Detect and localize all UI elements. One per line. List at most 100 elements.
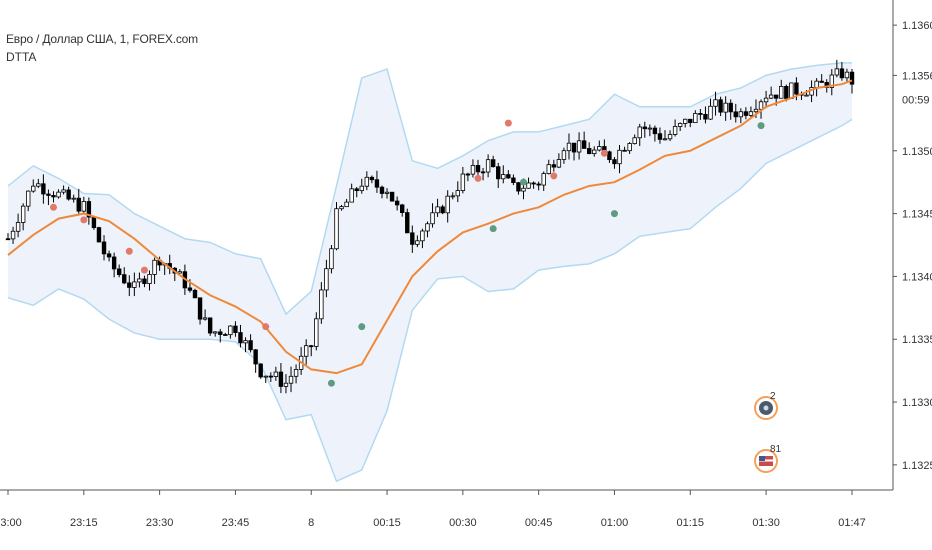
candle-body[interactable] <box>819 80 824 83</box>
candle-body[interactable] <box>15 222 21 232</box>
candle-body[interactable] <box>258 363 263 378</box>
candle-body[interactable] <box>268 375 274 378</box>
candle-body[interactable] <box>698 113 703 115</box>
candle-body[interactable] <box>794 82 799 95</box>
candle-body[interactable] <box>748 111 754 116</box>
candle-body[interactable] <box>784 86 789 99</box>
candle-body[interactable] <box>723 102 728 113</box>
candle-body[interactable] <box>652 127 658 135</box>
candle-body[interactable] <box>779 86 784 99</box>
ma-line[interactable] <box>7 79 853 375</box>
candle-body[interactable] <box>410 232 415 245</box>
candle-body[interactable] <box>81 201 87 212</box>
candle-body[interactable] <box>71 197 76 200</box>
candle-body[interactable] <box>662 138 668 141</box>
candle-body[interactable] <box>137 278 142 283</box>
candle-body[interactable] <box>309 345 314 348</box>
candle-body[interactable] <box>677 123 683 127</box>
candle-body[interactable] <box>314 318 319 347</box>
candle-body[interactable] <box>51 195 56 198</box>
candle-body[interactable] <box>374 179 380 188</box>
candle-body[interactable] <box>324 268 329 291</box>
candle-body[interactable] <box>213 331 218 334</box>
candle-body[interactable] <box>86 201 92 218</box>
candle-body[interactable] <box>824 82 829 88</box>
candle-body[interactable] <box>607 151 612 161</box>
candle-body[interactable] <box>303 345 309 357</box>
candle-body[interactable] <box>20 205 26 223</box>
candle-body[interactable] <box>718 99 723 113</box>
candle-body[interactable] <box>238 332 243 344</box>
candle-body[interactable] <box>354 188 359 192</box>
candle-body[interactable] <box>218 331 223 335</box>
candle-body[interactable] <box>36 183 41 187</box>
candle-body[interactable] <box>592 149 597 155</box>
candle-body[interactable] <box>728 102 733 113</box>
candle-body[interactable] <box>657 133 663 140</box>
candle-body[interactable] <box>187 287 193 291</box>
candle-body[interactable] <box>223 334 228 336</box>
candle-body[interactable] <box>364 176 370 187</box>
candle-body[interactable] <box>278 371 284 387</box>
candle-body[interactable] <box>627 143 632 152</box>
candle-body[interactable] <box>480 171 486 174</box>
candle-body[interactable] <box>753 108 759 113</box>
candle-body[interactable] <box>703 113 708 120</box>
candle-body[interactable] <box>622 149 627 152</box>
candle-body[interactable] <box>683 118 688 124</box>
candle-body[interactable] <box>617 149 622 165</box>
candle-body[interactable] <box>496 166 501 180</box>
candle-body[interactable] <box>440 206 445 214</box>
candle-body[interactable] <box>485 159 491 173</box>
candle-body[interactable] <box>556 159 562 168</box>
candle-body[interactable] <box>91 216 97 229</box>
candle-body[interactable] <box>273 371 279 377</box>
candle-body[interactable] <box>693 113 698 124</box>
candle-body[interactable] <box>804 94 809 97</box>
candle-body[interactable] <box>566 142 572 152</box>
candle-body[interactable] <box>228 325 233 336</box>
candle-body[interactable] <box>758 101 764 110</box>
candle-body[interactable] <box>834 68 840 76</box>
candle-body[interactable] <box>111 256 117 270</box>
candle-body[interactable] <box>632 137 637 144</box>
candle-body[interactable] <box>425 223 430 232</box>
candle-body[interactable] <box>672 126 678 135</box>
candle-body[interactable] <box>127 282 132 288</box>
candle-body[interactable] <box>708 105 713 120</box>
candle-body[interactable] <box>430 212 435 225</box>
candle-body[interactable] <box>511 177 516 184</box>
candle-body[interactable] <box>253 349 258 365</box>
candle-body[interactable] <box>248 340 253 351</box>
candle-body[interactable] <box>56 191 61 198</box>
candle-body[interactable] <box>420 230 425 242</box>
candle-body[interactable] <box>541 173 546 186</box>
candle-body[interactable] <box>101 241 107 255</box>
candle-body[interactable] <box>31 185 36 192</box>
candle-body[interactable] <box>76 197 81 212</box>
candle-body[interactable] <box>688 118 693 124</box>
candle-body[interactable] <box>738 111 744 118</box>
candle-body[interactable] <box>490 159 496 168</box>
candle-body[interactable] <box>526 182 531 189</box>
candle-body[interactable] <box>667 134 673 140</box>
candle-body[interactable] <box>389 191 395 202</box>
candle-body[interactable] <box>713 99 718 107</box>
candle-body[interactable] <box>329 248 334 270</box>
candle-body[interactable] <box>349 188 354 203</box>
candle-body[interactable] <box>106 253 112 258</box>
candle-body[interactable] <box>41 183 46 195</box>
candle-body[interactable] <box>177 271 183 274</box>
candle-body[interactable] <box>597 146 602 151</box>
candle-body[interactable] <box>46 193 51 196</box>
candle-body[interactable] <box>283 382 289 387</box>
candle-body[interactable] <box>5 238 11 241</box>
candle-body[interactable] <box>814 80 819 88</box>
candle-body[interactable] <box>561 150 567 160</box>
candle-body[interactable] <box>384 191 390 194</box>
candle-body[interactable] <box>586 148 592 155</box>
candle-body[interactable] <box>773 94 779 99</box>
candle-body[interactable] <box>293 368 299 377</box>
